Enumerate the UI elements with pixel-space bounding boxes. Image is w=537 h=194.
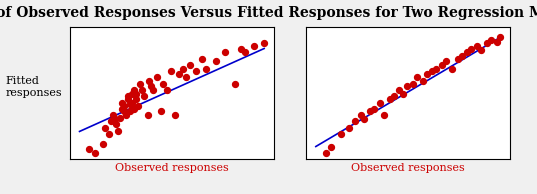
- Point: [122, 113, 130, 117]
- Point: [120, 110, 128, 113]
- Point: [376, 101, 384, 104]
- Point: [337, 132, 345, 135]
- Point: [128, 101, 136, 104]
- Point: [360, 117, 369, 120]
- Point: [231, 82, 240, 85]
- Point: [236, 47, 245, 50]
- Point: [345, 126, 353, 129]
- Point: [327, 145, 336, 148]
- Point: [104, 132, 113, 135]
- Point: [166, 70, 175, 73]
- Point: [260, 42, 268, 45]
- Point: [356, 113, 365, 117]
- Point: [108, 113, 117, 117]
- Point: [145, 80, 154, 83]
- Point: [100, 126, 109, 129]
- Point: [453, 57, 462, 60]
- Point: [467, 47, 476, 50]
- Point: [380, 113, 388, 117]
- Point: [129, 107, 138, 110]
- Point: [186, 63, 194, 66]
- Point: [126, 110, 134, 113]
- Point: [211, 60, 220, 63]
- Point: [114, 130, 122, 133]
- Point: [198, 57, 206, 60]
- Point: [140, 95, 148, 98]
- Point: [350, 120, 359, 123]
- Point: [120, 105, 128, 108]
- Point: [143, 113, 152, 117]
- Point: [250, 44, 259, 48]
- X-axis label: Observed responses: Observed responses: [351, 163, 465, 173]
- Point: [458, 55, 466, 58]
- Point: [129, 88, 138, 92]
- Point: [137, 88, 146, 92]
- Point: [124, 97, 133, 100]
- Point: [182, 76, 191, 79]
- Point: [438, 63, 446, 66]
- Point: [409, 82, 417, 85]
- Point: [118, 107, 127, 110]
- Point: [112, 122, 121, 126]
- Point: [321, 151, 330, 154]
- Point: [366, 110, 374, 113]
- Point: [201, 67, 210, 70]
- Point: [178, 67, 187, 70]
- Point: [418, 80, 427, 83]
- Point: [91, 151, 99, 154]
- Point: [463, 51, 471, 54]
- Point: [175, 72, 183, 75]
- Point: [403, 85, 411, 88]
- Point: [124, 95, 133, 98]
- Point: [477, 48, 485, 51]
- Point: [126, 102, 134, 105]
- Point: [412, 76, 421, 79]
- Point: [386, 97, 394, 100]
- Point: [241, 51, 249, 54]
- Text: Plots of Observed Responses Versus Fitted Responses for Two Regression Models: Plots of Observed Responses Versus Fitte…: [0, 6, 537, 20]
- Point: [118, 101, 127, 104]
- Point: [170, 113, 179, 117]
- Point: [389, 95, 398, 98]
- Point: [496, 36, 505, 39]
- Point: [106, 120, 115, 123]
- Point: [492, 41, 501, 44]
- Point: [135, 82, 144, 85]
- Point: [132, 92, 140, 95]
- Point: [487, 38, 495, 41]
- Point: [110, 117, 119, 120]
- Point: [422, 72, 431, 75]
- Point: [192, 70, 200, 73]
- Point: [395, 88, 404, 92]
- Point: [428, 70, 437, 73]
- Point: [99, 142, 107, 146]
- Point: [473, 44, 481, 48]
- X-axis label: Observed responses: Observed responses: [115, 163, 229, 173]
- Point: [147, 85, 156, 88]
- Point: [447, 67, 456, 70]
- Point: [153, 76, 162, 79]
- Point: [370, 107, 379, 110]
- Point: [442, 60, 451, 63]
- Point: [157, 110, 165, 113]
- Point: [134, 105, 142, 108]
- Point: [128, 92, 136, 95]
- Point: [85, 147, 93, 151]
- Text: Fitted
responses: Fitted responses: [5, 76, 62, 98]
- Point: [432, 67, 440, 70]
- Point: [399, 92, 408, 95]
- Point: [483, 42, 491, 45]
- Point: [132, 97, 140, 100]
- Point: [116, 116, 125, 119]
- Point: [159, 82, 168, 85]
- Point: [163, 88, 171, 92]
- Point: [221, 51, 230, 54]
- Point: [149, 88, 158, 92]
